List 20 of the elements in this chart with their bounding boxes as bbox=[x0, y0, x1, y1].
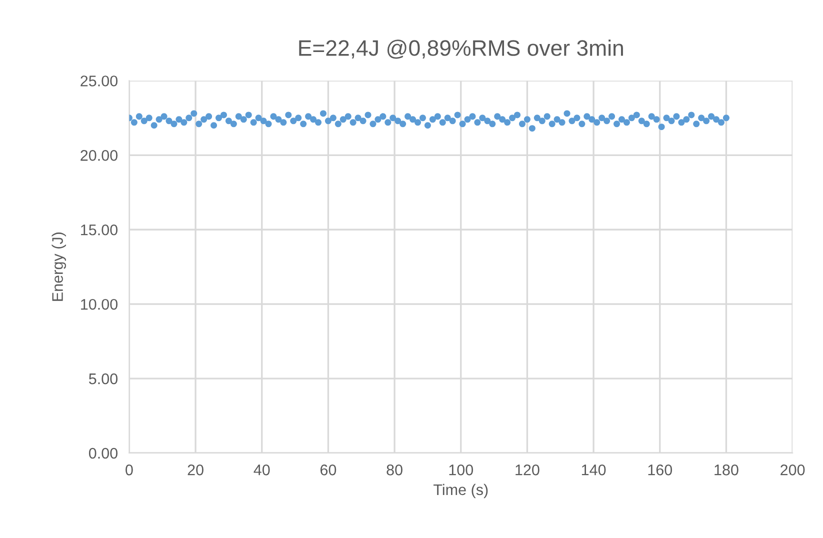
y-tick-label: 25.00 bbox=[80, 76, 118, 86]
y-tick-label: 20.00 bbox=[80, 150, 118, 161]
x-axis-title: Time (s) bbox=[434, 484, 488, 498]
y-axis-title: Energy (J) bbox=[52, 232, 66, 301]
x-tick-label: 180 bbox=[714, 464, 738, 476]
y-tick-label: 0.00 bbox=[88, 448, 118, 459]
x-tick-label: 80 bbox=[386, 464, 402, 476]
x-tick-label: 100 bbox=[449, 464, 474, 476]
y-tick-label: 15.00 bbox=[81, 224, 118, 236]
x-tick-label: 0 bbox=[126, 464, 133, 476]
x-tick-label: 40 bbox=[254, 464, 270, 476]
y-tick-label: 10.00 bbox=[81, 298, 118, 310]
x-tick-label: 160 bbox=[648, 464, 672, 476]
y-tick-label: 5.00 bbox=[88, 373, 118, 384]
x-tick-label: 140 bbox=[582, 464, 606, 476]
x-tick-label: 20 bbox=[188, 464, 204, 476]
x-tick-label: 120 bbox=[516, 464, 540, 476]
x-tick-label: 200 bbox=[780, 464, 805, 476]
chart-title: E=22,4J @0,89%RMS over 3min bbox=[299, 40, 623, 59]
x-tick-label: 60 bbox=[320, 464, 336, 476]
